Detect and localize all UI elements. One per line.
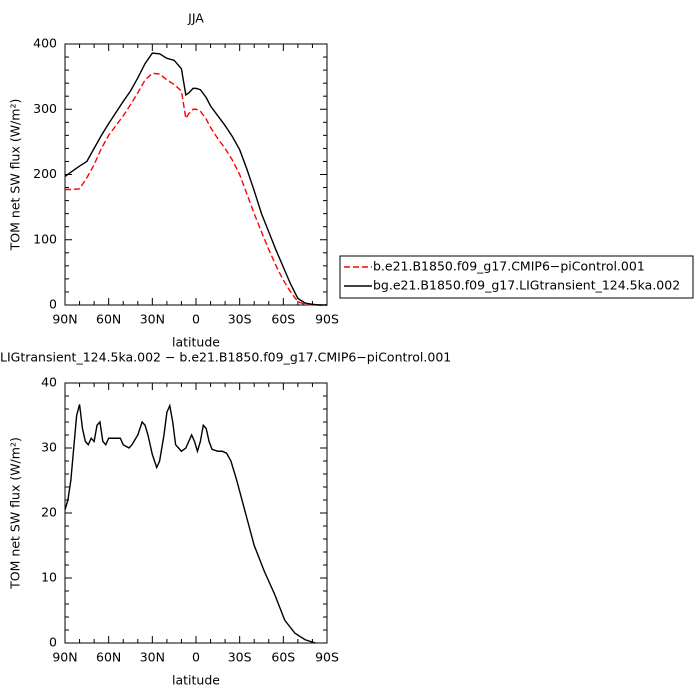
- x-tick-label: 60N: [96, 312, 121, 327]
- y-tick-label: 30: [41, 440, 57, 455]
- plot-frame: [64, 43, 328, 306]
- x-tick-label: 90N: [52, 312, 77, 327]
- chart-title: JJA: [187, 11, 204, 26]
- x-tick-label: 90N: [52, 650, 77, 665]
- series-line: [65, 72, 327, 306]
- x-axis-label: latitude: [172, 673, 220, 688]
- x-tick-label: 60N: [96, 650, 121, 665]
- legend-label: b.e21.B1850.f09_g17.CMIP6−piControl.001: [373, 259, 645, 274]
- y-tick-label: 0: [49, 635, 57, 650]
- series-line: [64, 403, 316, 644]
- y-axis-label: TOM net SW flux (W/m²): [8, 437, 23, 590]
- legend-box: [339, 255, 694, 299]
- chart-title: LIGtransient_124.5ka.002 − b.e21.B1850.f…: [0, 350, 451, 365]
- y-tick-label: 100: [33, 231, 57, 246]
- x-tick-label: 60S: [271, 312, 295, 327]
- y-tick-label: 10: [41, 570, 57, 585]
- y-tick-label: 20: [41, 505, 57, 520]
- y-tick-label: 300: [33, 101, 57, 116]
- x-tick-label: 30N: [140, 312, 165, 327]
- plot-frame: [64, 382, 328, 644]
- x-tick-label: 90S: [315, 650, 339, 665]
- y-axis-label: TOM net SW flux (W/m²): [8, 99, 23, 252]
- x-tick-label: 0: [192, 312, 200, 327]
- x-tick-label: 90S: [315, 312, 339, 327]
- x-tick-label: 30N: [140, 650, 165, 665]
- y-tick-label: 400: [33, 36, 57, 51]
- x-tick-label: 60S: [271, 650, 295, 665]
- x-tick-label: 30S: [228, 312, 252, 327]
- x-tick-label: 30S: [228, 650, 252, 665]
- legend-label: bg.e21.B1850.f09_g17.LIGtransient_124.5k…: [373, 278, 680, 293]
- x-tick-label: 0: [192, 650, 200, 665]
- y-tick-label: 40: [41, 375, 57, 390]
- y-tick-label: 0: [49, 297, 57, 312]
- series-line: [64, 52, 327, 306]
- y-tick-label: 200: [33, 166, 57, 181]
- x-axis-label: latitude: [172, 335, 220, 350]
